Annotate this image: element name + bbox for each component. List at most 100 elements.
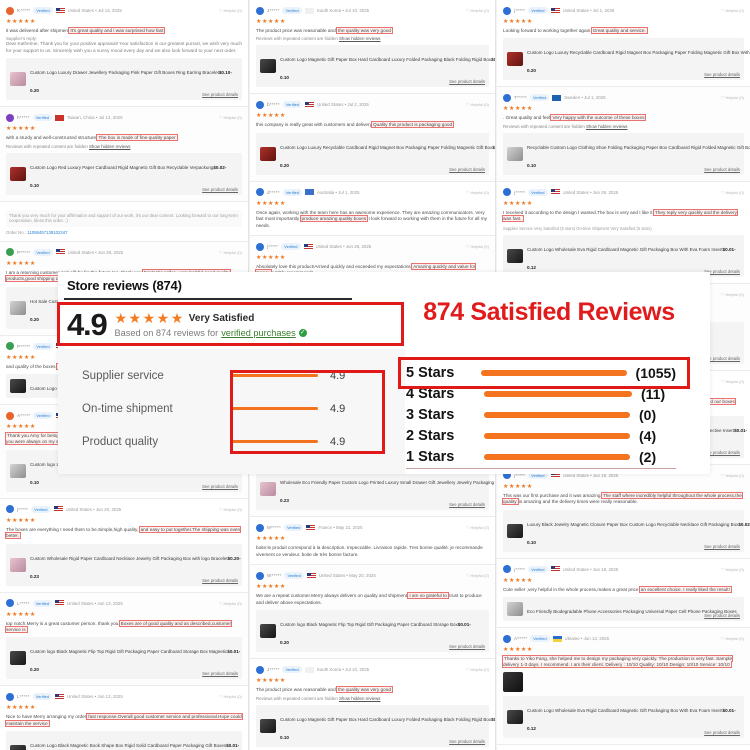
review-stars-icon: ★★★★★: [256, 255, 286, 262]
helpful-button[interactable]: ♡ Helpful (0): [720, 291, 744, 297]
highlighted-phrase: They reply very quickly and the delivery…: [502, 208, 738, 223]
see-product-details-link[interactable]: See product details: [449, 738, 485, 744]
helpful-button[interactable]: ♡ Helpful (0): [465, 667, 489, 673]
review-stars-icon: ★★★★★: [6, 260, 36, 267]
verified-purchases-link[interactable]: verified purchases: [221, 328, 296, 338]
see-product-details-link[interactable]: See product details: [704, 449, 740, 455]
reviewer-name: j*****: [17, 506, 29, 512]
avatar: [6, 6, 14, 15]
helpful-button[interactable]: ♡ Helpful (0): [465, 244, 489, 250]
review-header: L***** Verified United States • Jun 13, 20…: [6, 598, 242, 609]
verified-badge: Verified: [33, 412, 53, 420]
store-reviews-header: Store reviews (874): [58, 272, 355, 299]
product-card[interactable]: Eco Friendly Biodegradable Phone Accesso…: [503, 597, 744, 622]
helpful-button[interactable]: ♡ Helpful (0): [218, 506, 242, 512]
product-price: $0.20-0.23: [30, 555, 241, 579]
see-product-details-link[interactable]: See product details: [202, 483, 238, 489]
breakdown-label: 4 Stars: [406, 385, 455, 402]
show-hidden-reviews-link[interactable]: Show hidden reviews: [339, 36, 381, 42]
reviewer-name: L*****: [17, 600, 30, 606]
helpful-button[interactable]: ♡ Helpful (0): [720, 95, 744, 101]
helpful-button[interactable]: ♡ Helpful (0): [218, 8, 242, 13]
see-product-details-link[interactable]: See product details: [449, 502, 485, 508]
see-product-details-link[interactable]: See product details: [202, 577, 238, 583]
product-card[interactable]: Custom Logo Magnetic Gift Paper Box Hard…: [256, 704, 495, 747]
helpful-button[interactable]: ♡ Helpful (0): [720, 189, 744, 195]
show-hidden-reviews-link[interactable]: Show hidden reviews: [339, 695, 381, 701]
product-card[interactable]: Custom Logo Magnetic Gift Paper Box Hard…: [256, 45, 495, 88]
review-stars-icon: ★★★★★: [256, 584, 286, 591]
review-text: The product price was reasonable and the…: [256, 686, 393, 694]
verified-badge: Verified: [32, 599, 53, 607]
product-card[interactable]: Custom logo Black Magnetic Flip Top Rigi…: [256, 610, 489, 653]
review-text: I received it according to the design I …: [502, 208, 738, 223]
see-product-details-link[interactable]: See product details: [704, 613, 740, 619]
product-card[interactable]: Custom Logo Luxury Recyclable Cardboard …: [256, 132, 495, 175]
helpful-button[interactable]: ♡ Helpful (0): [720, 472, 744, 478]
see-product-details-link[interactable]: See product details: [704, 166, 740, 172]
helpful-button[interactable]: ♡ Helpful (0): [218, 249, 242, 255]
see-product-details-link[interactable]: See product details: [704, 72, 740, 78]
product-card[interactable]: Custom Logo Black Magnetic Book Shape Bo…: [6, 731, 242, 750]
see-product-details-link[interactable]: See product details: [449, 166, 485, 172]
see-product-details-link[interactable]: See product details: [202, 671, 238, 677]
breakdown-count: (11): [641, 385, 666, 402]
product-card[interactable]: Wholesale Eco Friendly Paper Custom Logo…: [256, 468, 495, 511]
product-card[interactable]: Custom Logo Luxury Drawer Jewellery Pack…: [6, 58, 242, 101]
review-header: J***** Verified South Korea • Jul 10, 2025…: [256, 664, 489, 675]
product-card[interactable]: Custom Logo Wholesale Eva Rigid Cardboar…: [503, 234, 744, 277]
review-meta: Ukraine • Jun 13, 2025: [564, 636, 610, 642]
see-product-details-link[interactable]: See product details: [704, 729, 740, 735]
avatar: [6, 342, 14, 351]
based-on-line: Based on 874 reviews for verified purcha…: [115, 328, 307, 338]
helpful-button[interactable]: ♡ Helpful (0): [720, 379, 744, 385]
see-product-details-link[interactable]: See product details: [202, 186, 238, 192]
review-meta: United States • Jul 2, 2025: [317, 102, 369, 108]
review-header: j***** Verified United States • Jul 1, 202…: [503, 5, 744, 16]
see-product-details-link[interactable]: See product details: [704, 268, 740, 274]
product-thumbnail: [507, 709, 523, 724]
helpful-button[interactable]: ♡ Helpful (0): [465, 8, 489, 13]
see-product-details-link[interactable]: See product details: [704, 356, 740, 362]
helpful-button[interactable]: ♡ Helpful (0): [720, 8, 744, 13]
country-flag-icon: [552, 635, 562, 642]
product-card[interactable]: Luxury Black Jewelry Magnetic Closure Pa…: [503, 509, 750, 552]
helpful-button[interactable]: ♡ Helpful (0): [218, 694, 242, 700]
product-card[interactable]: Custom Logo Wholesale Eva Rigid Cardboar…: [503, 695, 744, 738]
reviewer-name: L*****: [17, 694, 30, 700]
review-meta: United States • Jun 20, 2025: [65, 506, 122, 512]
highlighted-phrase: Great quality and service.: [590, 27, 648, 34]
review-card: T***** Verified Sweden • Jul 1, 2025 ♡ Help…: [497, 87, 750, 182]
metric-bar: [230, 407, 318, 410]
see-product-details-link[interactable]: See product details: [202, 92, 238, 98]
show-hidden-reviews-link[interactable]: Show hidden reviews: [89, 143, 131, 149]
review-card: j***** Verified United States • Jun 18, 20…: [497, 558, 750, 629]
breakdown-bar: [484, 432, 630, 439]
helpful-button[interactable]: ♡ Helpful (0): [218, 600, 242, 606]
verified-badge: Verified: [282, 666, 302, 674]
see-product-details-link[interactable]: See product details: [449, 644, 485, 650]
product-card[interactable]: Custom Logo Red Luxury Paper Cardboard R…: [6, 152, 242, 195]
see-product-details-link[interactable]: See product details: [449, 79, 485, 85]
avatar: [503, 93, 511, 102]
helpful-button[interactable]: ♡ Helpful (0): [720, 636, 744, 642]
product-card[interactable]: Custom Logo Luxury Recyclable Cardboard …: [503, 38, 750, 81]
helpful-button[interactable]: ♡ Helpful (0): [218, 115, 242, 121]
helpful-button[interactable]: ♡ Helpful (0): [465, 102, 489, 108]
review-header: M***** Verified France • May 21, 2025 ♡ Hel…: [256, 522, 489, 533]
review-text: This was our first purchase and it was a…: [502, 491, 743, 506]
helpful-button[interactable]: ♡ Helpful (0): [465, 189, 489, 195]
helpful-button[interactable]: ♡ Helpful (0): [465, 573, 489, 579]
helpful-button[interactable]: ♡ Helpful (0): [720, 566, 744, 572]
review-card: L***** Verified United States • Jun 13, 20…: [0, 592, 248, 687]
product-card[interactable]: Recyclable Custom Logo Clothing Shoe Fol…: [503, 132, 750, 175]
product-card[interactable]: Custom Wholesale Rigid Paper Cardboard N…: [6, 543, 242, 586]
avatar: [503, 471, 511, 480]
product-card[interactable]: Custom logo Black Magnetic Flip Top Rigi…: [6, 637, 242, 680]
reviewer-name: j*****: [514, 189, 526, 195]
see-product-details-link[interactable]: See product details: [704, 543, 740, 549]
supplier-reply-text: Dear Katherine, Thank you for your posit…: [6, 41, 242, 53]
helpful-button[interactable]: ♡ Helpful (0): [465, 525, 489, 531]
review-photos[interactable]: [503, 671, 744, 692]
show-hidden-reviews-link[interactable]: Show hidden reviews: [586, 123, 628, 129]
